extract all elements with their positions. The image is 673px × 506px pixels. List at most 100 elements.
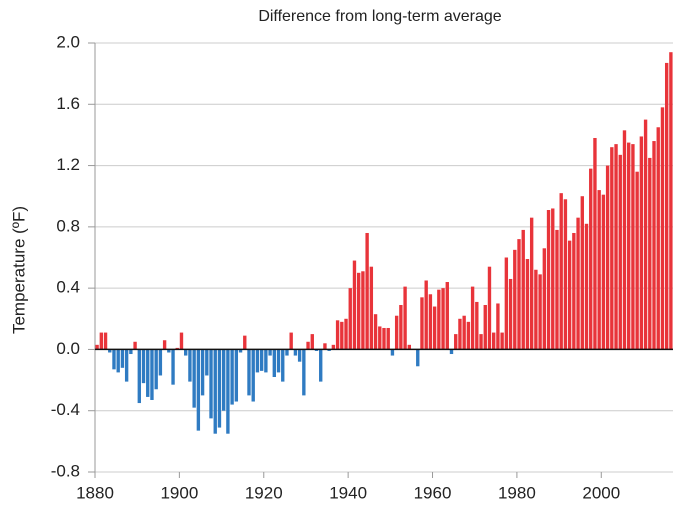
bar xyxy=(352,260,357,350)
bar xyxy=(559,193,563,350)
bar xyxy=(306,341,310,350)
bar xyxy=(635,171,639,350)
bar xyxy=(108,349,112,353)
bar xyxy=(441,288,445,350)
bar xyxy=(529,217,534,350)
bar xyxy=(382,327,386,350)
bar xyxy=(597,190,601,350)
bar xyxy=(196,349,201,431)
chart-title: Difference from long-term average xyxy=(258,8,501,25)
bar xyxy=(217,349,222,428)
bar xyxy=(251,349,255,402)
bar xyxy=(496,303,500,350)
bar xyxy=(327,349,331,351)
bar xyxy=(428,294,433,350)
bar xyxy=(500,332,504,350)
bar xyxy=(639,136,644,350)
bar xyxy=(394,315,399,350)
bar xyxy=(289,332,293,350)
bar xyxy=(175,347,179,350)
bar xyxy=(416,349,420,367)
bar xyxy=(593,137,597,350)
bar xyxy=(276,349,281,373)
bar xyxy=(627,142,631,350)
bar xyxy=(589,168,593,350)
bar xyxy=(154,349,158,390)
bar xyxy=(314,349,319,351)
bar xyxy=(361,271,365,350)
bar xyxy=(551,208,555,350)
bar xyxy=(95,344,99,350)
bar xyxy=(356,272,361,350)
y-tick-label: 0.0 xyxy=(56,339,80,358)
x-tick-label: 1900 xyxy=(160,483,198,502)
bar xyxy=(483,304,487,350)
bar xyxy=(390,349,395,356)
bar xyxy=(310,334,314,350)
bar xyxy=(335,320,340,350)
bar xyxy=(437,289,441,350)
bar xyxy=(137,349,141,404)
bar xyxy=(348,288,352,350)
bar xyxy=(323,343,327,350)
y-tick-label: 2.0 xyxy=(56,32,80,51)
bar xyxy=(605,165,610,350)
bar xyxy=(487,266,492,350)
x-tick-label: 1960 xyxy=(414,483,452,502)
bar xyxy=(525,259,530,350)
bar xyxy=(454,334,458,350)
bar xyxy=(407,344,412,350)
bar xyxy=(162,340,167,350)
bar xyxy=(449,349,454,355)
bar xyxy=(656,127,660,350)
y-axis-title: Temperature (ºF) xyxy=(9,206,28,334)
x-tick-label: 1880 xyxy=(76,483,114,502)
bar xyxy=(580,196,584,350)
bar xyxy=(424,280,428,350)
bar xyxy=(610,147,614,350)
bar xyxy=(572,232,576,350)
bar xyxy=(492,332,496,350)
bar xyxy=(513,249,517,350)
bar xyxy=(648,157,652,350)
bar xyxy=(99,332,104,350)
bar xyxy=(192,349,196,408)
bar xyxy=(158,349,163,376)
bar xyxy=(669,52,673,350)
bar xyxy=(205,349,209,376)
bar xyxy=(124,349,129,382)
bar xyxy=(631,144,635,350)
bar xyxy=(378,326,382,350)
bar xyxy=(344,318,348,350)
bar xyxy=(542,248,547,350)
bar xyxy=(420,297,424,350)
y-tick-label: 0.8 xyxy=(56,216,80,235)
y-tick-label: 1.6 xyxy=(56,94,80,113)
bar xyxy=(226,349,230,434)
bar xyxy=(146,349,150,397)
bar xyxy=(546,210,551,350)
bar xyxy=(255,349,260,373)
bar xyxy=(150,349,154,400)
bar xyxy=(521,229,525,350)
bar xyxy=(622,130,627,350)
bar xyxy=(268,349,272,356)
bar xyxy=(399,304,403,350)
bar xyxy=(660,107,665,350)
bar xyxy=(369,266,374,350)
y-tick-label: -0.4 xyxy=(51,400,80,419)
bar xyxy=(129,349,133,355)
bar xyxy=(601,194,606,350)
bar xyxy=(479,334,483,350)
bar xyxy=(213,349,217,434)
x-tick-label: 1920 xyxy=(245,483,283,502)
bar xyxy=(116,349,120,373)
bar xyxy=(373,314,378,350)
bar xyxy=(230,349,234,405)
bar xyxy=(264,349,268,373)
bar xyxy=(340,321,344,350)
bar xyxy=(234,349,239,402)
bar xyxy=(331,344,336,350)
bar xyxy=(614,144,618,350)
bar xyxy=(297,349,302,362)
